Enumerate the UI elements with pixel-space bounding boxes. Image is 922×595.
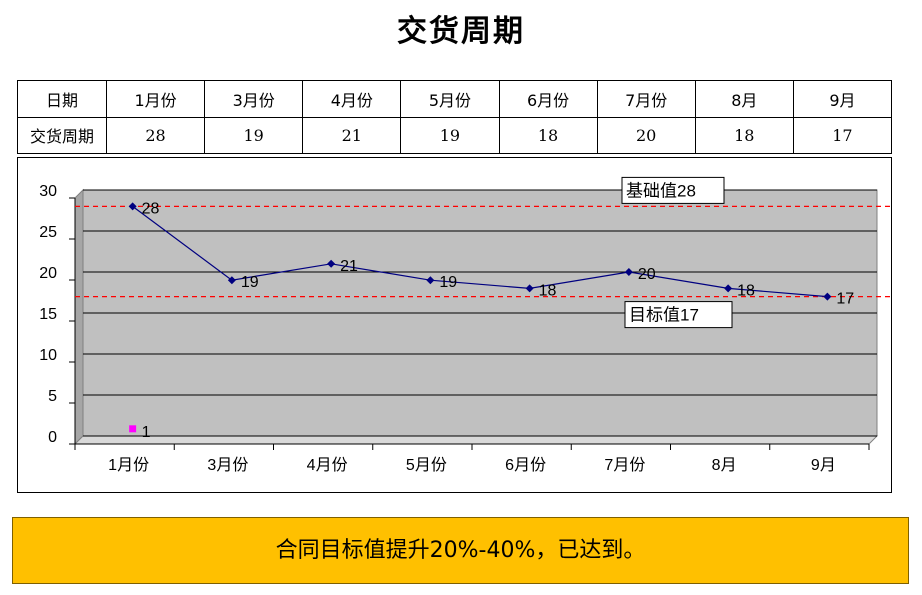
data-point bbox=[426, 276, 435, 285]
data-label: 20 bbox=[638, 266, 656, 283]
data-table: 日期 1月份 3月份 4月份 5月份 6月份 7月份 8月 9月 交货周期 28… bbox=[17, 80, 893, 154]
data-point bbox=[227, 276, 236, 285]
data-point bbox=[128, 202, 137, 211]
data-label: 19 bbox=[241, 274, 259, 291]
y-tick-label: 20 bbox=[39, 265, 57, 282]
data-point bbox=[624, 268, 633, 276]
table-cell-month: 5月份 bbox=[400, 80, 500, 118]
y-tick-label: 25 bbox=[39, 224, 57, 241]
data-point bbox=[724, 284, 733, 293]
data-label: 28 bbox=[142, 200, 160, 217]
reference-line-label-box bbox=[624, 301, 733, 329]
data-label: 21 bbox=[340, 258, 358, 275]
x-tick-label: 8月 bbox=[712, 457, 737, 474]
data-label: 18 bbox=[539, 282, 557, 299]
data-point bbox=[525, 284, 534, 293]
table-row: 交货周期 28 19 21 19 18 20 18 17 bbox=[17, 116, 893, 154]
extra-data-label: 1 bbox=[142, 424, 151, 441]
x-tick-label: 9月 bbox=[811, 457, 836, 474]
y-tick-label: 5 bbox=[48, 388, 57, 405]
page-title: 交货周期 bbox=[397, 14, 525, 49]
table-row: 日期 1月份 3月份 4月份 5月份 6月份 7月份 8月 9月 bbox=[17, 80, 893, 118]
table-cell-value: 19 bbox=[400, 116, 500, 154]
x-tick-label: 7月份 bbox=[604, 456, 645, 474]
table-cell-month: 7月份 bbox=[596, 80, 696, 118]
table-cell-value: 17 bbox=[792, 116, 893, 154]
table-cell-value: 18 bbox=[694, 116, 794, 154]
x-tick-label: 3月份 bbox=[207, 456, 248, 474]
data-label: 19 bbox=[439, 274, 457, 291]
extra-data-point bbox=[129, 425, 137, 433]
y-tick-label: 0 bbox=[48, 429, 57, 446]
x-tick-label: 4月份 bbox=[307, 456, 348, 474]
data-label: 17 bbox=[836, 291, 854, 308]
y-tick-label: 30 bbox=[39, 183, 57, 200]
chart-frame bbox=[17, 157, 892, 493]
data-label: 18 bbox=[737, 282, 755, 299]
table-cell-value: 20 bbox=[596, 116, 696, 154]
y-tick-label: 10 bbox=[39, 347, 57, 364]
data-point bbox=[327, 259, 336, 268]
x-tick-label: 6月份 bbox=[505, 456, 546, 474]
table-cell-month: 6月份 bbox=[498, 80, 598, 118]
table-cell-month: 1月份 bbox=[105, 80, 206, 118]
x-tick-label: 1月份 bbox=[108, 456, 149, 474]
row-header-delivery-cycle: 交货周期 bbox=[17, 116, 107, 154]
table-cell-value: 28 bbox=[105, 116, 206, 154]
table-cell-value: 19 bbox=[204, 116, 304, 154]
plot-floor bbox=[73, 435, 879, 445]
status-banner: 合同目标值提升20%-40%，已达到。 bbox=[12, 517, 909, 584]
row-header-date: 日期 bbox=[17, 80, 107, 118]
table-cell-month: 9月 bbox=[792, 80, 893, 118]
reference-line-label-box bbox=[621, 176, 725, 204]
plot-side-wall bbox=[74, 188, 84, 446]
table-cell-value: 21 bbox=[302, 116, 402, 154]
data-point bbox=[823, 292, 832, 301]
y-tick-label: 15 bbox=[39, 306, 57, 323]
reference-line-label: 目标值17 bbox=[629, 306, 699, 325]
table-cell-month: 3月份 bbox=[204, 80, 304, 118]
series-line bbox=[132, 205, 828, 298]
reference-line-label: 基础值28 bbox=[626, 181, 696, 200]
x-tick-label: 5月份 bbox=[406, 456, 447, 474]
